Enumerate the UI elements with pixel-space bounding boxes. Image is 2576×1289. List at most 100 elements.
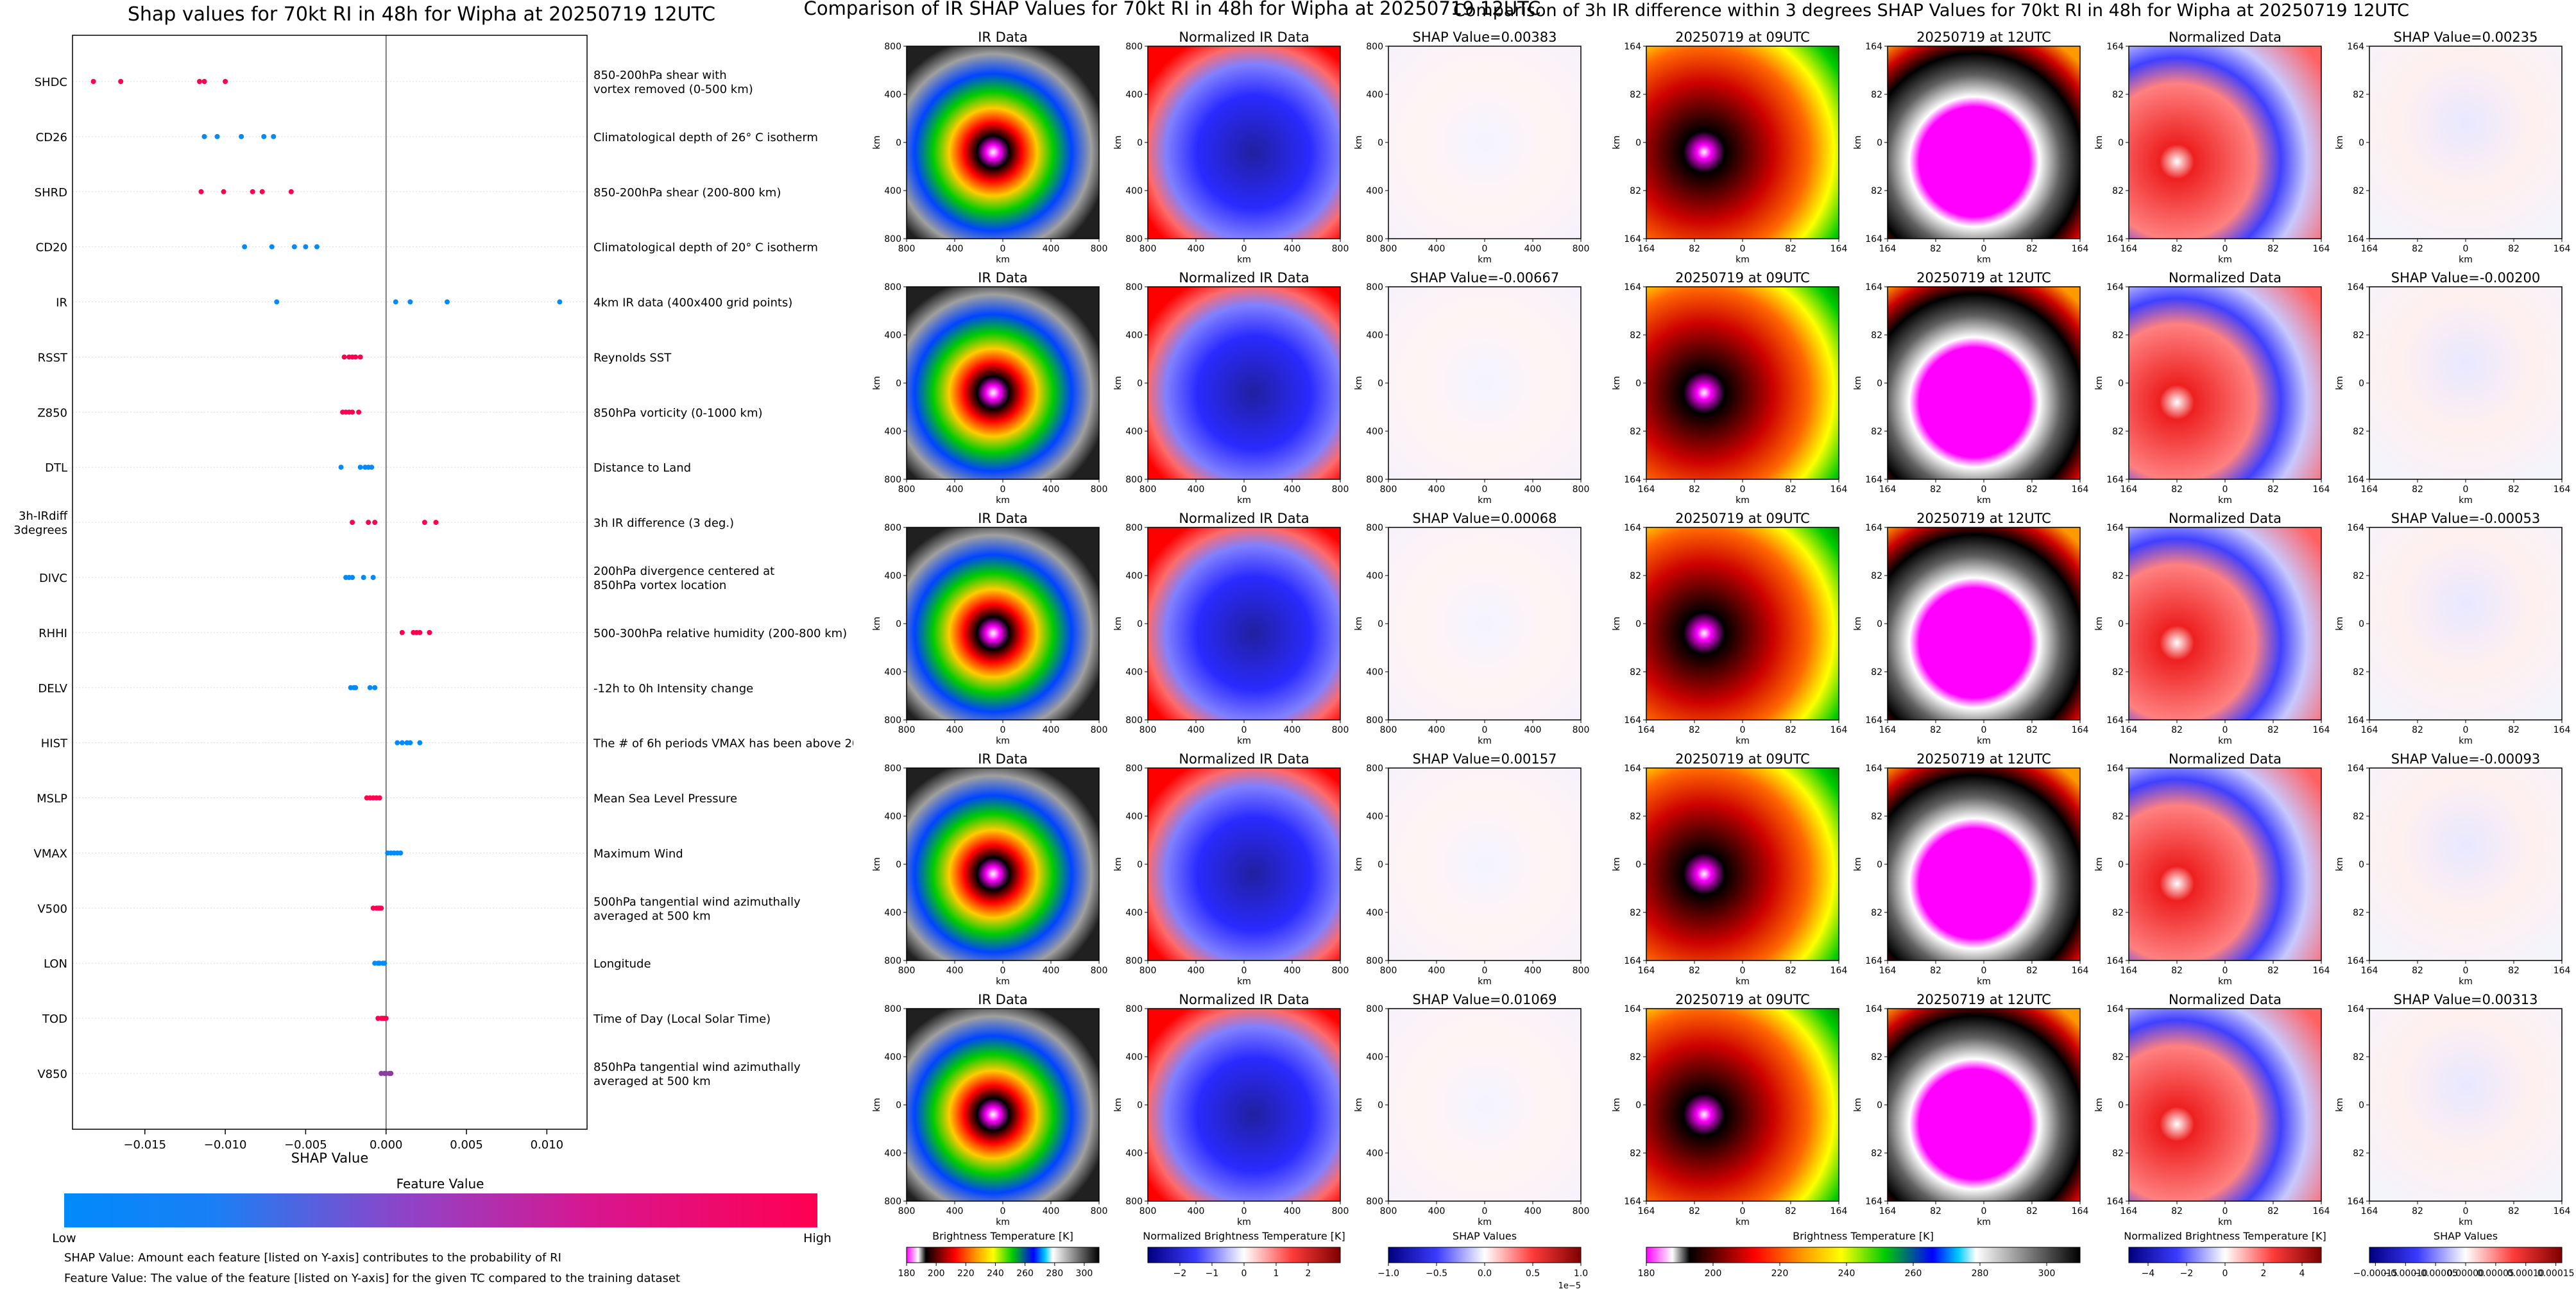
y-tick-label: 82 xyxy=(1630,427,1641,437)
panel-title: IR Data xyxy=(978,30,1028,45)
x-tick-label: 164 xyxy=(1830,725,1848,735)
feature-colorbar-title: Feature Value xyxy=(397,1176,484,1191)
shap-point xyxy=(291,244,297,250)
y-tick-label: 400 xyxy=(1366,812,1383,822)
panel-image xyxy=(1887,1008,2081,1202)
colorbar-tick-label: 200 xyxy=(928,1268,945,1279)
y-tick-label: 400 xyxy=(884,1148,901,1159)
x-tick-label: 800 xyxy=(898,484,916,495)
colorbar-tick-label: −2 xyxy=(2180,1268,2194,1279)
y-tick-label: 82 xyxy=(2353,908,2364,918)
panel-image xyxy=(2369,46,2563,239)
x-tick-label: 164 xyxy=(1879,1206,1897,1216)
shap-point xyxy=(223,79,228,84)
x-tick-label: 0 xyxy=(1740,484,1746,495)
x-tick-label: 164 xyxy=(2072,484,2089,495)
y-tick-label: 82 xyxy=(1871,90,1882,100)
y-axis-label: km xyxy=(2335,857,2345,871)
y-tick-label: 82 xyxy=(2112,186,2124,196)
feature-description: 850-200hPa shear with xyxy=(593,69,727,82)
y-tick-label: 164 xyxy=(2347,282,2364,293)
x-tick-label: 400 xyxy=(1043,1206,1060,1216)
colorbar-tick-label: 1.0 xyxy=(1574,1268,1588,1279)
panel-image xyxy=(2128,527,2322,721)
y-tick-label: 164 xyxy=(1865,234,1882,244)
y-axis-label: km xyxy=(2094,376,2104,390)
y-axis-label: km xyxy=(2335,1098,2345,1112)
y-tick-label: 0 xyxy=(2118,860,2124,870)
y-tick-label: 164 xyxy=(2106,234,2124,244)
y-tick-label: 164 xyxy=(1865,523,1882,533)
y-tick-label: 82 xyxy=(1871,667,1882,678)
x-tick-label: 800 xyxy=(898,244,916,254)
y-tick-label: 82 xyxy=(1871,908,1882,918)
shap-point xyxy=(369,465,375,470)
shap-point xyxy=(444,299,450,305)
irdiff-shap-panel: SHAP Value=-0.00200164164828200828216416… xyxy=(2335,270,2570,506)
y-axis-label: km xyxy=(1612,857,1622,871)
x-tick-label: 0 xyxy=(2463,1206,2469,1216)
y-tick-label: 164 xyxy=(2106,715,2124,726)
y-tick-label: 400 xyxy=(884,186,901,196)
x-tick-label: 164 xyxy=(1879,244,1897,254)
x-tick-label: 164 xyxy=(2554,244,2571,254)
normalized-ir-panel: Normalized IR Data8008004004000040040080… xyxy=(1113,511,1349,746)
y-tick-label: 82 xyxy=(2353,186,2364,196)
x-tick-label: 0 xyxy=(2463,966,2469,976)
colorbar-tick-label: 4 xyxy=(2299,1268,2305,1279)
x-axis-label: km xyxy=(1977,255,1991,265)
panel-title: 20250719 at 12UTC xyxy=(1916,751,2051,767)
y-axis-label: km xyxy=(1113,376,1123,390)
y-tick-label: 164 xyxy=(2347,1197,2364,1207)
x-tick-label: 800 xyxy=(1091,244,1108,254)
panel-title: 20250719 at 12UTC xyxy=(1916,992,2051,1007)
shap-point xyxy=(198,189,204,194)
shap-point xyxy=(417,629,423,635)
x-tick-label: 82 xyxy=(1785,1206,1796,1216)
y-tick-label: 0 xyxy=(2118,619,2124,629)
x-axis-label: km xyxy=(1478,977,1492,987)
irdiff-norm-colorbar: Normalized Brightness Temperature [K] −4 −… xyxy=(2124,1230,2326,1279)
panel-image xyxy=(1646,46,1839,239)
feature-description: Time of Day (Local Solar Time) xyxy=(593,1012,771,1026)
feature-description: 850hPa vorticity (0-1000 km) xyxy=(593,406,763,420)
y-tick-label: 400 xyxy=(1366,186,1383,196)
y-tick-label: 82 xyxy=(1871,186,1882,196)
colorbar-label: Brightness Temperature [K] xyxy=(1793,1230,1934,1242)
shap-point xyxy=(557,299,563,305)
panel-image xyxy=(2128,46,2322,239)
y-tick-label: 0 xyxy=(1378,860,1383,870)
shap-point xyxy=(370,575,376,580)
x-tick-label: 82 xyxy=(2267,725,2279,735)
x-tick-label: 0 xyxy=(1000,1206,1006,1216)
irdiff-09utc-panel: 20250719 at 09UTC1641648282008282164164k… xyxy=(1612,511,1847,746)
panel-image xyxy=(1887,286,2081,480)
x-tick-label: 400 xyxy=(1428,244,1446,254)
colorbar-strip xyxy=(2369,1247,2563,1263)
x-tick-label: 164 xyxy=(2554,966,2571,976)
colorbar-strip xyxy=(1388,1247,1582,1263)
x-tick-label: 82 xyxy=(1785,244,1796,254)
x-axis-label: km xyxy=(2218,495,2232,506)
y-tick-label: 82 xyxy=(2353,427,2364,437)
y-axis-label: km xyxy=(1354,376,1364,390)
shap-point xyxy=(372,520,378,525)
y-tick-label: 800 xyxy=(1125,764,1143,774)
x-tick-label: 164 xyxy=(1638,966,1655,976)
y-tick-label: 164 xyxy=(1865,42,1882,52)
y-tick-label: 0 xyxy=(1378,619,1383,629)
feature-label: RSST xyxy=(38,351,68,364)
y-tick-label: 164 xyxy=(1865,475,1882,485)
y-tick-label: 0 xyxy=(896,619,901,629)
y-tick-label: 0 xyxy=(1635,860,1641,870)
shap-point xyxy=(201,79,207,84)
shap-point xyxy=(90,79,96,84)
y-tick-label: 800 xyxy=(884,475,901,485)
y-tick-label: 800 xyxy=(1125,282,1143,293)
y-tick-label: 800 xyxy=(1366,523,1383,533)
x-tick-label: 164 xyxy=(1830,1206,1848,1216)
feature-label: 3degrees xyxy=(13,524,67,537)
shap-point xyxy=(242,244,248,250)
y-tick-label: 164 xyxy=(1865,764,1882,774)
y-axis-label: km xyxy=(872,617,882,631)
